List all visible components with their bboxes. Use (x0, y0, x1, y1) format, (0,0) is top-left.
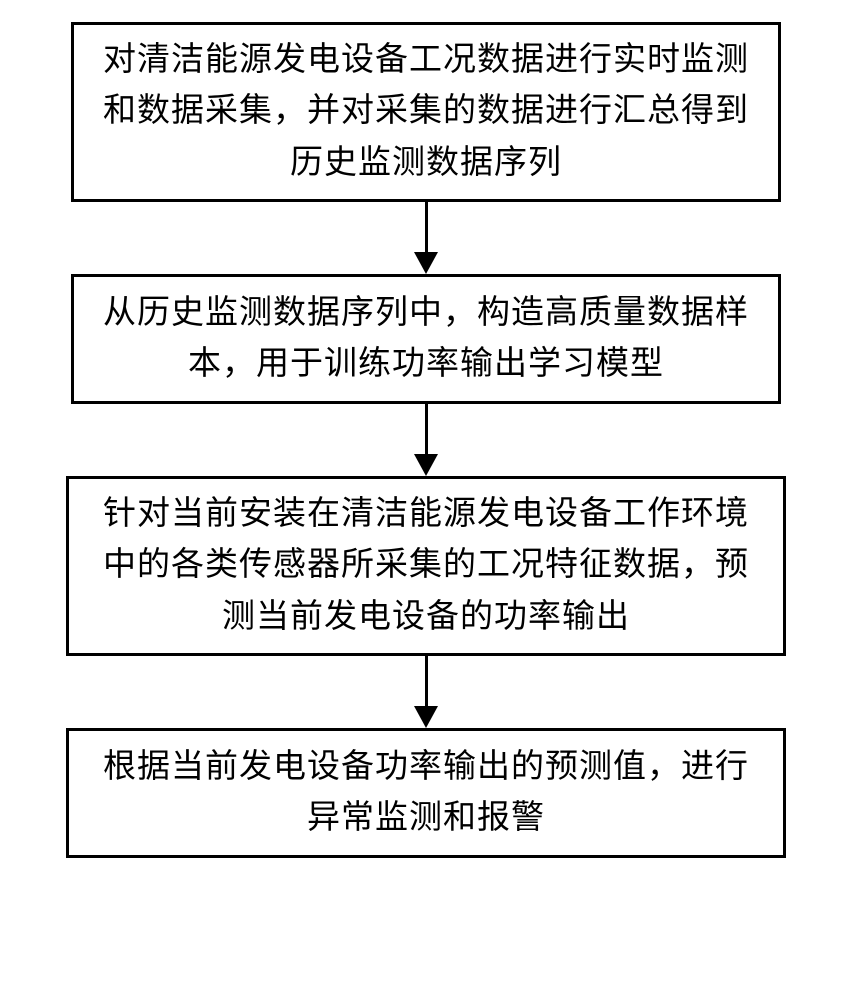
flowchart-node-step4: 根据当前发电设备功率输出的预测值，进行异常监测和报警 (66, 728, 786, 858)
step1-text: 对清洁能源发电设备工况数据进行实时监测和数据采集，并对采集的数据进行汇总得到历史… (98, 35, 754, 188)
step4-text: 根据当前发电设备功率输出的预测值，进行异常监测和报警 (93, 742, 759, 844)
arrow-1-to-2 (414, 202, 438, 274)
arrow-line (425, 404, 428, 454)
arrow-head-icon (414, 706, 438, 728)
arrow-head-icon (414, 454, 438, 476)
flowchart-node-step3: 针对当前安装在清洁能源发电设备工作环境中的各类传感器所采集的工况特征数据，预测当… (66, 476, 786, 656)
flowchart-node-step2: 从历史监测数据序列中，构造高质量数据样本，用于训练功率输出学习模型 (71, 274, 781, 404)
arrow-line (425, 656, 428, 706)
step3-text: 针对当前安装在清洁能源发电设备工作环境中的各类传感器所采集的工况特征数据，预测当… (93, 489, 759, 642)
arrow-line (425, 202, 428, 252)
flowchart-container: 对清洁能源发电设备工况数据进行实时监测和数据采集，并对采集的数据进行汇总得到历史… (66, 22, 786, 858)
arrow-head-icon (414, 252, 438, 274)
arrow-3-to-4 (414, 656, 438, 728)
flowchart-node-step1: 对清洁能源发电设备工况数据进行实时监测和数据采集，并对采集的数据进行汇总得到历史… (71, 22, 781, 202)
arrow-2-to-3 (414, 404, 438, 476)
step2-text: 从历史监测数据序列中，构造高质量数据样本，用于训练功率输出学习模型 (98, 288, 754, 390)
